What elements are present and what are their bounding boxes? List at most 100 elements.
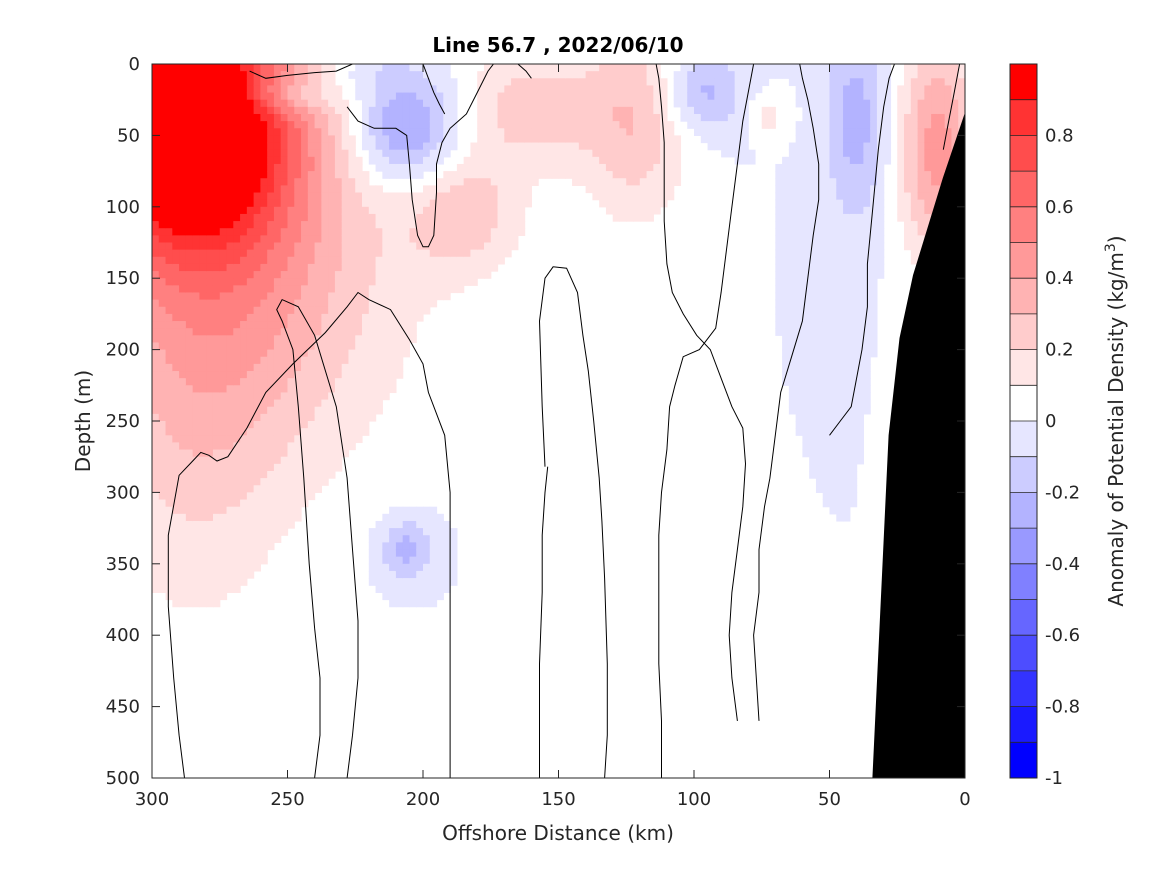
field-cell [646,78,654,87]
field-cell [192,542,201,551]
field-cell [843,470,851,479]
field-cell [233,242,241,251]
field-cell [402,563,411,572]
field-cell [815,142,824,151]
field-cell [375,156,383,165]
field-cell [856,92,864,101]
field-cell [314,163,322,172]
field-cell [362,235,370,244]
field-cell [605,178,614,186]
field-cell [795,321,803,329]
field-cell [219,585,228,593]
field-cell [843,492,851,501]
field-cell [165,228,173,236]
field-cell [483,178,492,186]
field-cell [517,113,526,122]
field-cell [179,249,187,258]
field-cell [836,428,844,436]
field-cell [375,163,383,172]
field-cell [849,99,858,108]
field-cell [849,335,858,344]
field-cell [673,135,682,144]
field-cell [314,106,322,115]
field-cell [395,513,404,522]
field-cell [199,549,207,558]
field-cell [233,428,241,436]
field-cell [754,64,763,72]
field-cell [782,271,790,279]
field-cell [307,378,316,386]
field-cell [334,128,343,136]
field-cell [185,549,194,558]
field-cell [328,328,336,336]
field-cell [795,285,803,294]
field-cell [240,171,248,179]
field-cell [341,371,350,379]
field-cell [910,149,919,158]
field-cell [843,235,851,244]
field-cell [273,520,282,529]
field-cell [829,78,837,87]
field-cell [829,406,837,415]
field-cell [301,199,309,208]
field-cell [809,385,817,394]
field-cell [409,206,417,215]
field-cell [179,206,187,215]
field-cell [328,299,336,308]
field-cell [544,163,553,172]
field-cell [206,99,214,108]
field-cell [253,299,261,308]
field-cell [382,149,390,158]
field-cell [328,392,336,401]
field-cell [185,221,194,229]
field-cell [226,92,234,101]
field-cell [809,299,817,308]
field-cell [504,199,512,208]
field-cell [531,128,539,136]
field-cell [714,128,722,136]
field-cell [375,371,383,379]
field-cell [815,306,824,315]
field-cell [409,520,417,529]
field-cell [666,163,675,172]
field-cell [152,113,160,122]
field-cell [341,428,350,436]
field-cell [836,513,844,522]
field-cell [280,313,289,322]
field-cell [389,378,397,386]
field-cell [524,149,532,158]
field-cell [240,199,248,208]
field-cell [233,271,241,279]
field-cell [382,378,390,386]
field-cell [788,306,797,315]
field-cell [809,213,817,222]
field-cell [253,356,261,365]
field-cell [829,249,837,258]
field-cell [389,292,397,301]
field-cell [517,99,526,108]
field-cell [504,92,512,101]
field-cell [822,235,831,244]
field-cell [443,528,451,536]
field-cell [206,156,214,165]
field-cell [294,85,302,94]
field-cell [199,463,207,472]
field-cell [849,171,858,179]
field-cell [863,71,871,79]
field-cell [341,163,350,172]
field-cell [152,313,160,322]
field-cell [152,578,160,586]
field-cell [341,206,350,215]
field-cell [294,213,302,222]
field-cell [273,506,282,515]
field-cell [233,570,241,579]
field-cell [409,563,417,572]
field-cell [795,249,803,258]
field-cell [185,171,194,179]
field-cell [233,585,241,593]
field-cell [314,213,322,222]
field-cell [260,478,268,486]
field-cell [876,99,885,108]
field-cell [199,356,207,365]
field-cell [694,106,702,115]
